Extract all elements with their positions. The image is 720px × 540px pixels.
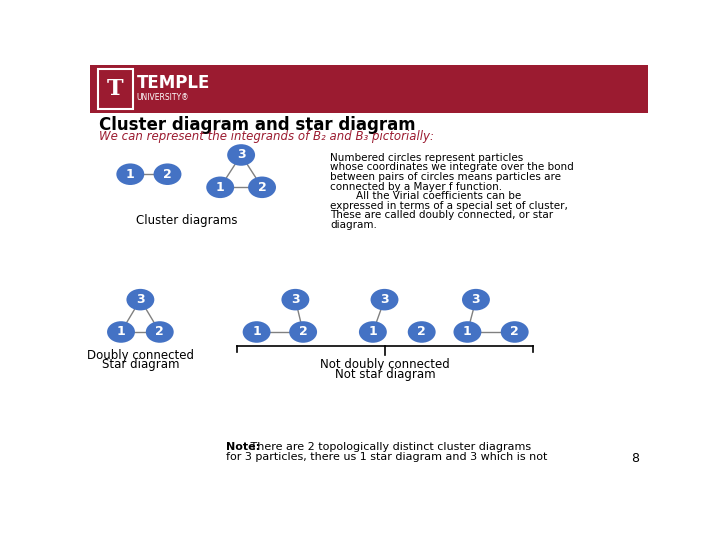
Text: Not star diagram: Not star diagram <box>335 368 436 381</box>
Ellipse shape <box>289 321 317 343</box>
Ellipse shape <box>206 177 234 198</box>
Text: 3: 3 <box>237 148 246 161</box>
Text: Doubly connected: Doubly connected <box>87 349 194 362</box>
Text: 2: 2 <box>418 326 426 339</box>
Text: 1: 1 <box>252 326 261 339</box>
Text: 2: 2 <box>510 326 519 339</box>
Ellipse shape <box>359 321 387 343</box>
Text: 1: 1 <box>369 326 377 339</box>
Text: connected by a Mayer f function.: connected by a Mayer f function. <box>330 181 503 192</box>
Ellipse shape <box>228 144 255 166</box>
Text: All the Virial coefficients can be: All the Virial coefficients can be <box>330 191 521 201</box>
Ellipse shape <box>243 321 271 343</box>
Text: Star diagram: Star diagram <box>102 358 179 371</box>
Text: TEMPLE: TEMPLE <box>137 73 210 92</box>
Text: 2: 2 <box>299 326 307 339</box>
Ellipse shape <box>371 289 398 310</box>
Ellipse shape <box>117 164 144 185</box>
Text: Cluster diagrams: Cluster diagrams <box>136 214 238 227</box>
Ellipse shape <box>248 177 276 198</box>
Ellipse shape <box>454 321 482 343</box>
Text: whose coordinates we integrate over the bond: whose coordinates we integrate over the … <box>330 163 574 172</box>
Text: 1: 1 <box>117 326 125 339</box>
Text: 3: 3 <box>136 293 145 306</box>
Text: 3: 3 <box>472 293 480 306</box>
Ellipse shape <box>500 321 528 343</box>
Text: Numbered circles represent particles: Numbered circles represent particles <box>330 153 523 163</box>
Text: 1: 1 <box>216 181 225 194</box>
Text: UNIVERSITY®: UNIVERSITY® <box>137 93 189 102</box>
Text: We can represent the integrands of B₂ and B₃ pictorially:: We can represent the integrands of B₂ an… <box>99 130 434 143</box>
Text: T: T <box>107 78 124 100</box>
Text: Note:: Note: <box>225 442 260 452</box>
Text: diagram.: diagram. <box>330 220 377 230</box>
Ellipse shape <box>282 289 310 310</box>
Text: 2: 2 <box>156 326 164 339</box>
Text: These are called doubly connected, or star: These are called doubly connected, or st… <box>330 211 554 220</box>
Ellipse shape <box>145 321 174 343</box>
Bar <box>90 65 648 113</box>
Text: 3: 3 <box>380 293 389 306</box>
Text: between pairs of circles means particles are: between pairs of circles means particles… <box>330 172 562 182</box>
Bar <box>98 69 132 109</box>
Text: 3: 3 <box>291 293 300 306</box>
Ellipse shape <box>107 321 135 343</box>
Text: 2: 2 <box>258 181 266 194</box>
Ellipse shape <box>127 289 154 310</box>
Text: Cluster diagram and star diagram: Cluster diagram and star diagram <box>99 116 416 134</box>
Text: Not doubly connected: Not doubly connected <box>320 358 450 371</box>
Text: for 3 particles, there us 1 star diagram and 3 which is not: for 3 particles, there us 1 star diagram… <box>225 452 547 462</box>
Text: 1: 1 <box>126 168 135 181</box>
Text: 1: 1 <box>463 326 472 339</box>
Text: There are 2 topologically distinct cluster diagrams: There are 2 topologically distinct clust… <box>248 442 531 452</box>
Ellipse shape <box>462 289 490 310</box>
Ellipse shape <box>153 164 181 185</box>
Text: expressed in terms of a special set of cluster,: expressed in terms of a special set of c… <box>330 201 568 211</box>
Ellipse shape <box>408 321 436 343</box>
Text: 2: 2 <box>163 168 172 181</box>
Text: 8: 8 <box>631 452 639 465</box>
